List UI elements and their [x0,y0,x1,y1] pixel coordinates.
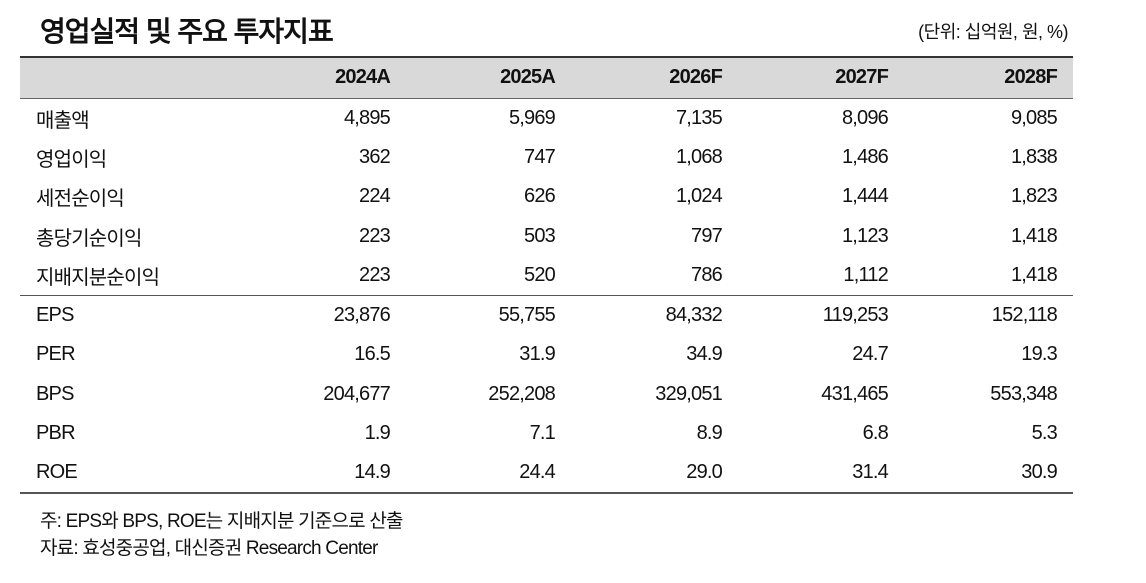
cell: 7.1 [529,422,556,445]
cell: 8.9 [696,422,723,445]
title: 영업실적 및 주요 투자지표 [40,16,334,47]
cell: 31.9 [519,343,556,366]
cell: 223 [359,264,391,286]
cell: 1,444 [841,185,889,208]
table-row: 영업이익 362 747 1,068 1,486 1,838 [20,138,1073,178]
cell: 152,118 [991,304,1058,326]
cell: 797 [691,224,723,247]
cell: 119,253 [822,304,889,326]
table-row: 총당기순이익 223 503 797 1,123 1,418 [20,217,1073,257]
cell: 84,332 [665,304,723,326]
table-row: ROE 14.9 24.4 29.0 31.4 30.9 [20,454,1073,494]
column-header: 2026F [669,66,723,89]
row-label: 세전순이익 [36,188,125,211]
cell: 362 [359,145,391,168]
cell: 503 [524,224,556,247]
cell: 4,895 [343,106,391,129]
column-header: 2025A [500,66,556,89]
cell: 1,112 [843,264,888,286]
row-label: 영업이익 [36,148,107,171]
row-label: 지배지분순이익 [36,267,160,289]
note: 주: EPS와 BPS, ROE는 지배지분 기준으로 산출 [40,511,403,532]
table-row: EPS 23,876 55,755 84,332 119,253 152,118 [20,295,1073,336]
row-label: PER [36,343,76,366]
column-header: 2024A [335,66,391,89]
cell: 24.4 [519,461,556,484]
cell: 23,876 [333,304,391,326]
cell: 1,024 [675,185,723,208]
cell: 1,486 [841,145,889,168]
cell: 29.0 [686,461,723,484]
cell: 5,969 [508,106,556,129]
table-row: PBR 1.9 7.1 8.9 6.8 5.3 [20,414,1073,454]
cell: 204,677 [323,382,391,405]
cell: 786 [691,264,723,286]
row-label: ROE [36,461,78,484]
cell: 34.9 [686,343,723,366]
cell: 1,838 [1010,145,1058,168]
column-header: 2027F [835,66,889,89]
cell: 1,068 [675,145,723,168]
cell: 19.3 [1021,343,1058,366]
table: 2024A 2025A 2026F 2027F 2028F 매출액 4,895 5,969 7… [20,56,1073,494]
cell: 747 [524,145,556,168]
cell: 1,123 [841,224,889,247]
cell: 7,135 [675,106,723,129]
cell: 1,418 [1010,224,1058,247]
table-row: 매출액 4,895 5,969 7,135 8,096 9,085 [20,98,1073,138]
cell: 55,755 [498,304,556,326]
source: 자료: 효성중공업, 대신증권 Research Center [40,538,378,559]
row-label: BPS [36,382,74,405]
cell: 553,348 [990,382,1058,405]
row-label: 총당기순이익 [36,227,142,250]
cell: 1,418 [1010,264,1058,286]
cell: 14.9 [354,461,391,484]
row-label: EPS [36,304,74,326]
table-row: 세전순이익 224 626 1,024 1,444 1,823 [20,177,1073,217]
row-label: PBR [36,422,76,445]
cell: 9,085 [1010,106,1058,129]
table-row: 지배지분순이익 223 520 786 1,112 1,418 [20,256,1073,296]
table-row: PER 16.5 31.9 34.9 24.7 19.3 [20,335,1073,375]
unit-note: (단위: 십억원, 원, %) [918,22,1068,42]
cell: 31.4 [852,461,889,484]
cell: 30.9 [1021,461,1058,484]
cell: 252,208 [488,382,556,405]
cell: 520 [524,264,556,286]
cell: 223 [359,224,391,247]
notes: 주: EPS와 BPS, ROE는 지배지분 기준으로 산출 자료: 효성중공업… [40,508,403,562]
column-header: 2028F [1004,66,1058,89]
table-header: 2024A 2025A 2026F 2027F 2028F [20,57,1073,98]
table-body: 매출액 4,895 5,969 7,135 8,096 9,085 영업이익 362 747 1,… [20,98,1073,493]
cell: 626 [524,185,556,208]
cell: 6.8 [862,422,889,445]
header-row: 2024A 2025A 2026F 2027F 2028F [20,57,1073,98]
cell: 16.5 [354,343,391,366]
cell: 1.9 [364,422,391,445]
row-label: 매출액 [36,109,90,132]
column-header [20,57,225,98]
cell: 8,096 [841,106,889,129]
cell: 329,051 [655,382,723,405]
cell: 24.7 [852,343,889,366]
cell: 1,823 [1010,185,1058,208]
cell: 5.3 [1031,422,1058,445]
cell: 224 [359,185,391,208]
table-row: BPS 204,677 252,208 329,051 431,465 553,348 [20,375,1073,415]
cell: 431,465 [821,382,889,405]
